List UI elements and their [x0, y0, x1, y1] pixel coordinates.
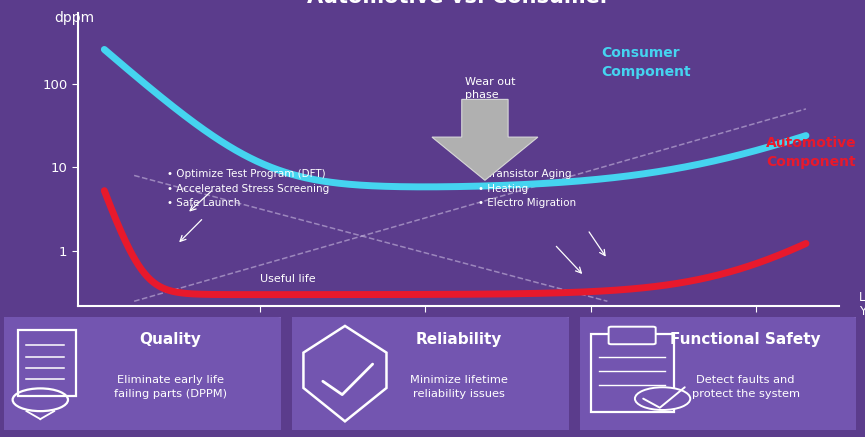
Text: Minimize lifetime
reliability issues: Minimize lifetime reliability issues [409, 375, 508, 399]
FancyArrow shape [432, 99, 538, 180]
Title: Automotive vs. Consumer: Automotive vs. Consumer [307, 0, 610, 7]
FancyBboxPatch shape [609, 327, 656, 344]
Text: Eliminate early life
failing parts (DPPM): Eliminate early life failing parts (DPPM… [114, 375, 227, 399]
FancyBboxPatch shape [0, 316, 286, 433]
Text: Detect faults and
protect the system: Detect faults and protect the system [692, 375, 799, 399]
Text: Functional Safety: Functional Safety [670, 332, 821, 347]
Text: dppm: dppm [54, 10, 95, 24]
Text: Reliability: Reliability [415, 332, 502, 347]
Text: • Transistor Aging
• Heating
• Electro Migration: • Transistor Aging • Heating • Electro M… [478, 169, 576, 208]
FancyBboxPatch shape [571, 316, 862, 433]
FancyBboxPatch shape [284, 316, 574, 433]
Text: Consumer
Component: Consumer Component [601, 46, 690, 79]
Text: • Optimize Test Program (DFT)
• Accelerated Stress Screening
• Safe Launch: • Optimize Test Program (DFT) • Accelera… [167, 169, 330, 208]
Text: Lifetime/
Years: Lifetime/ Years [859, 290, 865, 318]
Text: Automotive
Component: Automotive Component [766, 136, 857, 169]
Text: Quality: Quality [139, 332, 202, 347]
Text: Wear out
phase: Wear out phase [465, 77, 516, 101]
Text: Useful life: Useful life [260, 274, 316, 284]
Circle shape [635, 387, 690, 410]
